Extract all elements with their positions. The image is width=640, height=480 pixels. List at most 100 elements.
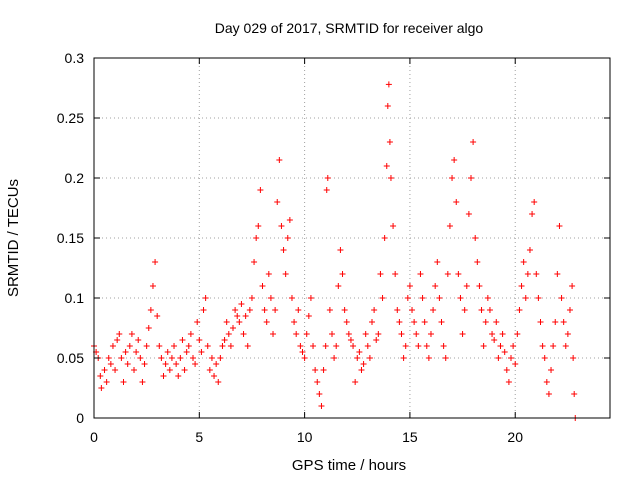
data-point bbox=[192, 361, 199, 367]
data-point bbox=[449, 175, 456, 181]
data-point bbox=[436, 295, 443, 301]
data-point bbox=[198, 349, 205, 355]
data-point bbox=[202, 295, 209, 301]
y-axis-label: SRMTID / TECUs bbox=[5, 179, 22, 297]
data-points bbox=[91, 81, 579, 421]
data-point bbox=[390, 223, 397, 229]
data-point bbox=[156, 343, 163, 349]
data-point bbox=[518, 283, 525, 289]
data-point bbox=[402, 343, 409, 349]
data-point bbox=[240, 331, 247, 337]
y-tick-label: 0.3 bbox=[65, 50, 85, 66]
data-point bbox=[133, 349, 140, 355]
data-point bbox=[465, 211, 472, 217]
data-point bbox=[398, 331, 405, 337]
data-point bbox=[432, 283, 439, 289]
data-point bbox=[295, 307, 302, 313]
data-point bbox=[310, 343, 317, 349]
data-point bbox=[486, 307, 493, 313]
data-point bbox=[571, 391, 578, 397]
data-point bbox=[415, 343, 422, 349]
data-point bbox=[253, 235, 260, 241]
data-point bbox=[286, 217, 293, 223]
data-point bbox=[213, 361, 220, 367]
data-point bbox=[480, 343, 487, 349]
x-tick-label: 10 bbox=[297, 429, 313, 445]
data-point bbox=[320, 367, 327, 373]
data-point bbox=[392, 271, 399, 277]
data-point bbox=[457, 295, 464, 301]
data-point bbox=[369, 319, 376, 325]
data-point bbox=[501, 349, 508, 355]
y-tick-label: 0 bbox=[76, 410, 84, 426]
data-point bbox=[440, 343, 447, 349]
data-point bbox=[137, 355, 144, 361]
data-point bbox=[476, 283, 483, 289]
data-point bbox=[522, 295, 529, 301]
data-point bbox=[558, 295, 565, 301]
data-point bbox=[362, 331, 369, 337]
data-point bbox=[97, 373, 104, 379]
data-point bbox=[444, 271, 451, 277]
data-point bbox=[406, 283, 413, 289]
data-point bbox=[409, 307, 416, 313]
data-point bbox=[303, 331, 310, 337]
plot-frame bbox=[93, 57, 611, 419]
data-point bbox=[118, 355, 125, 361]
data-point bbox=[101, 367, 108, 373]
data-point bbox=[124, 361, 131, 367]
data-point bbox=[499, 331, 506, 337]
data-point bbox=[467, 175, 474, 181]
data-point bbox=[366, 355, 373, 361]
data-point bbox=[461, 307, 468, 313]
data-point bbox=[259, 283, 266, 289]
data-point bbox=[238, 301, 245, 307]
data-point bbox=[489, 331, 496, 337]
data-point bbox=[116, 331, 123, 337]
data-point bbox=[267, 295, 274, 301]
data-point bbox=[131, 367, 138, 373]
data-point bbox=[242, 313, 249, 319]
data-point bbox=[381, 235, 388, 241]
data-point bbox=[360, 361, 367, 367]
x-tick-label: 5 bbox=[195, 429, 203, 445]
data-point bbox=[103, 379, 110, 385]
data-point bbox=[187, 331, 194, 337]
x-tick-label: 20 bbox=[507, 429, 523, 445]
data-point bbox=[482, 319, 489, 325]
data-point bbox=[246, 307, 253, 313]
grid bbox=[94, 58, 610, 418]
data-point bbox=[560, 319, 567, 325]
data-point bbox=[427, 331, 434, 337]
data-point bbox=[339, 271, 346, 277]
data-point bbox=[251, 259, 258, 265]
data-point bbox=[537, 319, 544, 325]
data-point bbox=[419, 295, 426, 301]
data-point bbox=[354, 355, 361, 361]
data-point bbox=[377, 271, 384, 277]
data-point bbox=[139, 379, 146, 385]
data-point bbox=[122, 349, 129, 355]
data-point bbox=[350, 343, 357, 349]
data-point bbox=[438, 319, 445, 325]
data-point bbox=[105, 355, 112, 361]
data-point bbox=[328, 331, 335, 337]
data-point bbox=[177, 355, 184, 361]
data-point bbox=[552, 319, 559, 325]
data-point bbox=[322, 343, 329, 349]
data-point bbox=[152, 259, 159, 265]
data-point bbox=[430, 307, 437, 313]
data-point bbox=[533, 271, 540, 277]
data-point bbox=[160, 373, 167, 379]
data-point bbox=[442, 355, 449, 361]
data-point bbox=[168, 355, 175, 361]
data-point bbox=[318, 403, 325, 409]
data-point bbox=[526, 247, 533, 253]
data-point bbox=[459, 331, 466, 337]
data-point bbox=[566, 307, 573, 313]
data-point bbox=[451, 157, 458, 163]
data-point bbox=[425, 355, 432, 361]
y-tick-label: 0.1 bbox=[65, 290, 85, 306]
data-point bbox=[274, 199, 281, 205]
